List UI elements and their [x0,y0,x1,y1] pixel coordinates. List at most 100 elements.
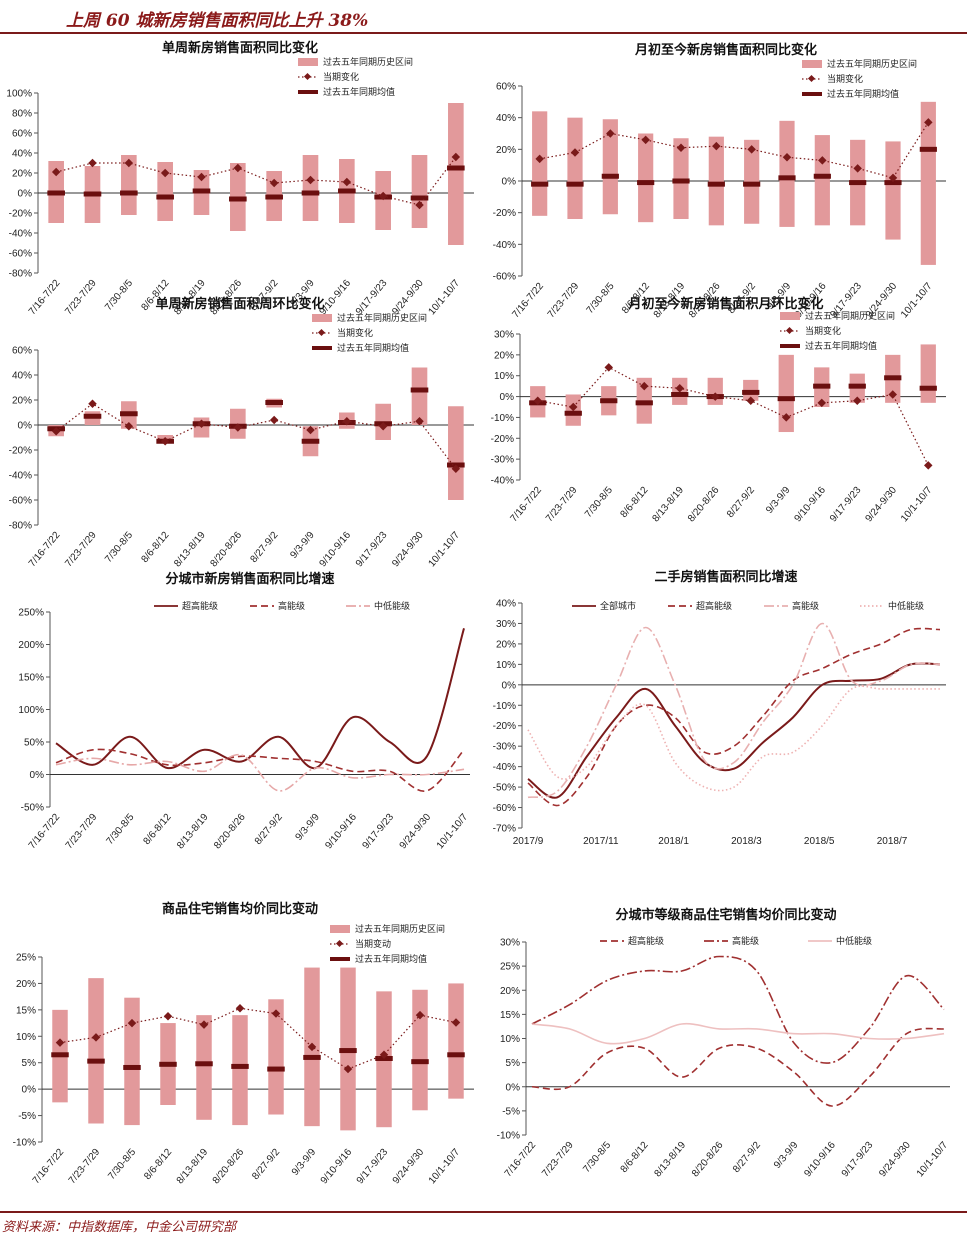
y-tick-label: 10% [16,1032,36,1043]
y-tick-label: -20% [9,446,32,457]
current-marker [747,145,756,154]
chart-weekly-wow: 单周新房销售面积周环比变化 60% 40% 20% 0% -20% -40% -60% -80%… [0,292,482,569]
range-bar [448,103,464,245]
x-tick-label: 7/16-7/22 [27,812,63,852]
mean-marker [531,181,549,187]
series-line [55,628,465,770]
current-marker [233,163,243,173]
y-tick-label: 15% [16,1005,36,1016]
mean-marker [564,410,582,416]
mean-marker [229,196,247,202]
current-marker [924,461,933,470]
current-marker [379,1050,389,1060]
mean-marker [411,1059,429,1065]
range-bar [268,999,284,1115]
mean-marker [447,165,465,171]
chart-svg: 月初至今新房销售面积月环比变化 30% 20% 10% 0% -10% -20% -30% -4… [491,296,946,525]
x-tick-label: 9/17-9/23 [355,1147,391,1187]
legend-label: 过去五年同期均值 [355,953,427,965]
legend-label: 中低能级 [374,600,410,612]
x-tick-label: 9/24-9/30 [390,530,426,570]
current-marker [342,417,352,426]
mean-marker [265,194,283,200]
y-tick-label: -20% [493,208,516,219]
y-tick-label: -60% [493,272,516,283]
y-tick-label: 30% [500,938,520,949]
y-tick-label: -30% [491,455,514,466]
current-line [55,403,457,470]
current-marker [269,178,279,188]
mean-marker [339,1048,357,1054]
mean-marker [742,389,760,395]
x-tick-label: 9/17-9/23 [361,812,397,852]
y-tick-label: -80% [9,521,32,532]
y-tick-label: 20% [496,145,516,156]
current-marker [712,141,721,151]
mean-marker [566,181,584,187]
y-tick-label: -20% [9,209,32,220]
x-tick-label: 8/20-8/26 [690,1140,726,1180]
y-tick-label: 0% [506,1082,521,1093]
x-tick-label: 8/6-8/12 [139,530,171,566]
top-divider [0,32,967,34]
legend-marker-current [807,74,816,83]
legend-marker-current [317,328,326,337]
legend-label: 过去五年同期均值 [827,88,899,100]
x-tick-label: 10/1-10/7 [427,530,463,570]
x-tick-label: 8/13-8/19 [175,812,211,852]
x-tick-label: 9/10-9/16 [792,485,828,525]
y-tick-label: 25% [16,953,36,964]
chart-title: 商品住宅销售均价同比变动 [162,901,318,917]
x-tick-label: 8/20-8/26 [212,812,248,852]
legend-label: 当期变化 [805,325,841,337]
current-marker [235,1004,245,1013]
y-tick-label: -40% [491,476,514,487]
mean-marker [813,383,831,389]
range-bar [448,983,464,1099]
x-tick-label: 10/1-10/7 [435,812,471,852]
chart-title: 月初至今新房销售面积月环比变化 [627,296,823,312]
x-tick-label: 10/1-10/7 [899,485,935,525]
legend-label: 高能级 [732,935,759,947]
y-tick-label: 200% [18,640,44,651]
series-line [55,753,465,792]
y-tick-label: 100% [18,705,44,716]
mean-marker [919,385,937,391]
y-tick-label: 0% [30,770,45,781]
current-marker [888,390,897,399]
y-tick-label: 5% [22,1058,37,1069]
chart-svg: 单周新房销售面积周环比变化 60% 40% 20% 0% -20% -40% -60% -80%… [9,296,474,569]
range-bar [448,406,464,500]
chart-title: 单周新房销售面积周环比变化 [155,296,324,312]
y-tick-label: 50% [24,738,44,749]
series-line [531,1027,945,1107]
current-marker [451,464,461,473]
chart-svg: 分城市新房销售面积同比增速 250% 200% 150% 100% 50% 0% -50% 超高… [18,571,471,852]
mean-marker [123,1064,141,1070]
x-tick-label: 9/10-9/16 [323,812,359,852]
y-tick-label: 80% [12,109,32,120]
current-marker [124,158,134,168]
x-tick-label: 9/10-9/16 [318,530,354,570]
mean-marker [301,190,320,196]
x-tick-label: 2017/11 [583,836,619,847]
range-bar [412,989,428,1111]
y-tick-label: 5% [506,1058,521,1069]
legend-swatch-range [780,312,800,320]
y-tick-label: 0% [22,1085,37,1096]
x-tick-label: 9/3-9/9 [290,1147,319,1178]
chart-title: 二手房销售面积同比增速 [654,569,797,585]
x-tick-label: 8/27-9/2 [725,485,757,521]
legend-label: 过去五年同期历史区间 [805,310,895,322]
legend-label: 过去五年同期历史区间 [337,312,427,324]
current-marker [535,154,544,164]
legend-swatch-mean [780,344,800,348]
x-tick-label: 8/27-9/2 [253,812,285,848]
chart-weekly-yoy: 单周新房销售面积同比变化 100% 80% 60% 40% 20% 0% -20% -40% -6… [0,38,482,317]
legend-label: 超高能级 [628,935,664,947]
y-tick-label: -40% [493,762,516,773]
y-tick-label: 60% [12,129,32,140]
current-marker [271,1009,281,1018]
series-line [527,627,941,807]
source-note: 资料来源：中指数据库，中金公司研究部 [2,1220,237,1235]
